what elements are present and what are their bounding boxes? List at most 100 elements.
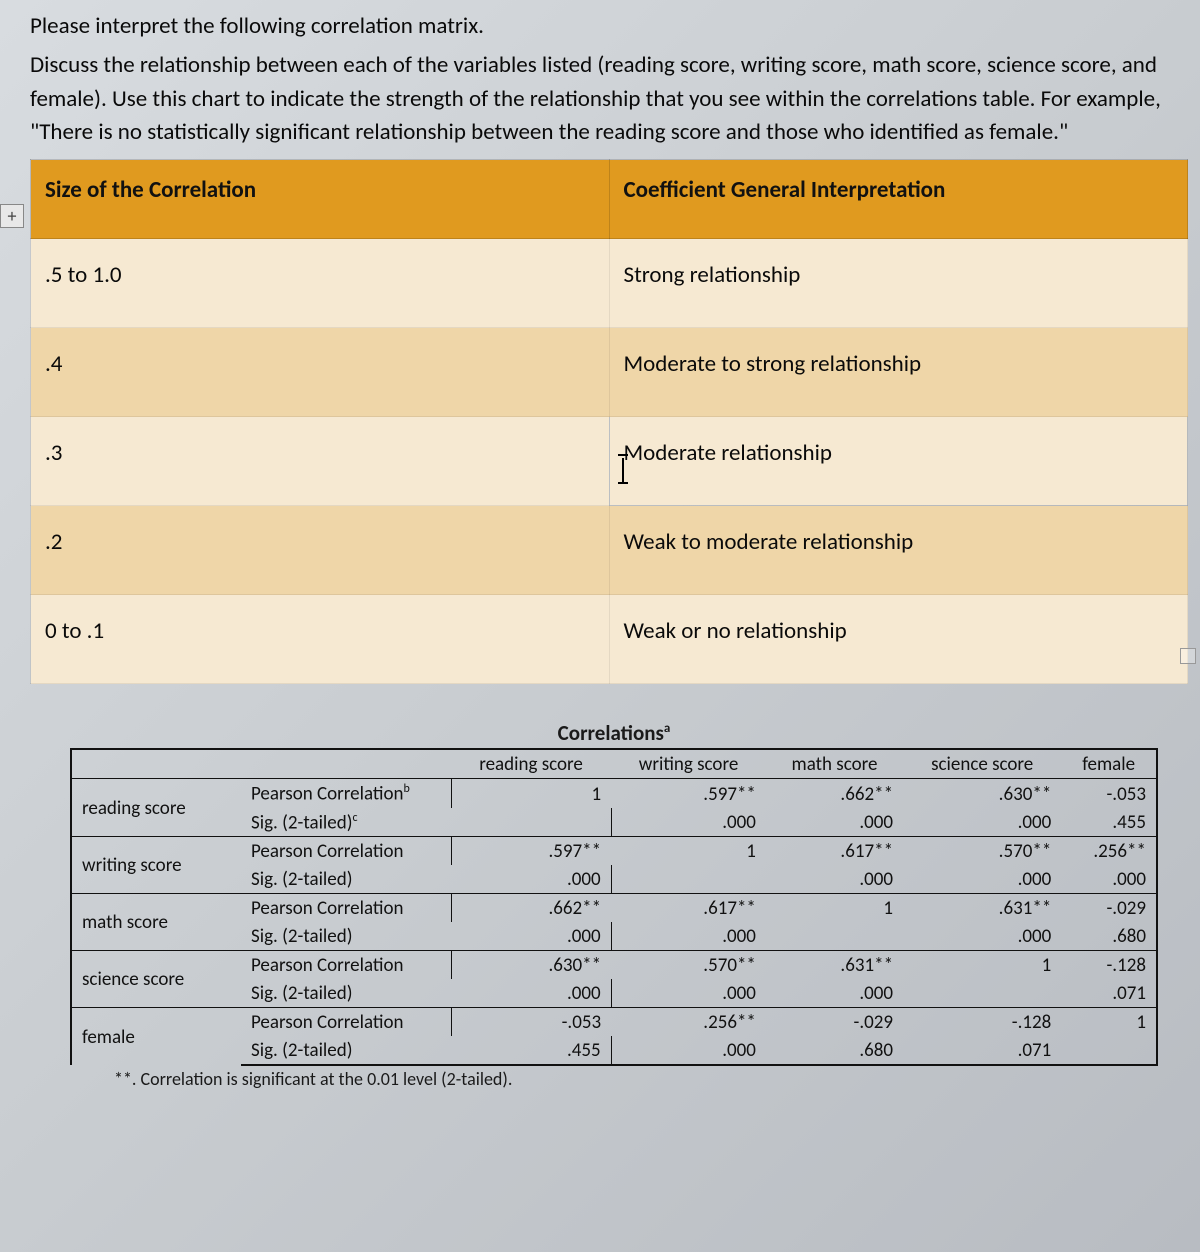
corr-value: .570** [611,951,766,980]
corr-var-name: math score [71,894,241,951]
interp-size-cell: .3 [31,417,610,506]
corr-value: -.128 [903,1008,1061,1037]
corr-value: .631** [766,951,903,980]
interp-size-cell: .5 to 1.0 [31,239,610,328]
corr-row-pearson: writing scorePearson Correlation.597**1.… [71,837,1157,866]
corr-col-header: math score [766,749,903,779]
corr-value: .000 [611,1036,766,1065]
ghost-checkbox [1180,648,1196,664]
corr-value: 1 [1061,1008,1157,1037]
corr-value: .256** [1061,837,1157,866]
interp-size-cell: .4 [31,328,610,417]
corr-value [903,979,1061,1008]
corr-value: .000 [451,922,611,951]
corr-value: 1 [611,837,766,866]
corr-value: -.128 [1061,951,1157,980]
corr-value [611,865,766,894]
corr-value: -.029 [1061,894,1157,923]
interp-row: .5 to 1.0Strong relationship [31,239,1188,328]
corr-value: .000 [903,865,1061,894]
instructions-block: Please interpret the following correlati… [30,10,1188,149]
interp-header-size: Size of the Correlation [31,160,610,239]
interp-row: 0 to .1Weak or no relationship [31,595,1188,684]
correlations-footnote: **. Correlation is significant at the 0.… [70,1068,1158,1090]
interp-desc-cell: Weak to moderate relationship [609,506,1188,595]
corr-value: .000 [451,979,611,1008]
corr-value: -.053 [451,1008,611,1037]
corr-value: .630** [451,951,611,980]
corr-blank-head-1 [71,749,241,779]
corr-row-pearson: math scorePearson Correlation.662**.617*… [71,894,1157,923]
expand-icon[interactable]: + [0,204,24,228]
corr-value: .680 [766,1036,903,1065]
corr-col-header: writing score [611,749,766,779]
corr-stat-label: Sig. (2-tailed) [241,979,451,1008]
interp-size-cell: .2 [31,506,610,595]
corr-value: .000 [611,979,766,1008]
corr-value: .071 [1061,979,1157,1008]
interp-row: .2Weak to moderate relationship [31,506,1188,595]
corr-row-pearson: science scorePearson Correlation.630**.5… [71,951,1157,980]
corr-value [451,808,611,837]
corr-value: .662** [451,894,611,923]
corr-stat-label: Pearson Correlation [241,894,451,923]
corr-var-name: female [71,1008,241,1066]
corr-row-pearson: reading scorePearson Correlationb1.597**… [71,779,1157,808]
corr-value: .455 [451,1036,611,1065]
corr-value: 1 [903,951,1061,980]
intro-paragraph: Discuss the relationship between each of… [30,49,1188,149]
interp-row: .3Moderate relationship [31,417,1188,506]
correlations-title: Correlationsa [70,720,1158,746]
corr-value: .000 [611,808,766,837]
corr-col-header: female [1061,749,1157,779]
corr-stat-label: Pearson Correlation [241,1008,451,1037]
corr-stat-label: Sig. (2-tailed) [241,865,451,894]
corr-value: .000 [766,979,903,1008]
corr-value: .597** [611,779,766,808]
corr-stat-label: Sig. (2-tailed)c [241,808,451,837]
interp-desc-cell: Moderate relationship [609,417,1188,506]
corr-value: 1 [766,894,903,923]
interp-desc-cell: Strong relationship [609,239,1188,328]
corr-value: .000 [1061,865,1157,894]
corr-var-name: writing score [71,837,241,894]
interp-size-cell: 0 to .1 [31,595,610,684]
interpretation-table: Size of the Correlation Coefficient Gene… [30,159,1188,684]
corr-stat-label: Pearson Correlationb [241,779,451,808]
corr-value: .631** [903,894,1061,923]
corr-value: .000 [766,808,903,837]
corr-stat-label: Sig. (2-tailed) [241,1036,451,1065]
interp-row: .4Moderate to strong relationship [31,328,1188,417]
corr-value: .000 [903,808,1061,837]
corr-var-name: reading score [71,779,241,837]
corr-value: .455 [1061,808,1157,837]
corr-value [766,922,903,951]
corr-value: .617** [611,894,766,923]
corr-value: .071 [903,1036,1061,1065]
intro-line1: Please interpret the following correlati… [30,10,1188,43]
corr-stat-label: Pearson Correlation [241,951,451,980]
corr-blank-head-2 [241,749,451,779]
interp-desc-cell: Moderate to strong relationship [609,328,1188,417]
corr-value: .630** [903,779,1061,808]
corr-value: .680 [1061,922,1157,951]
corr-col-header: science score [903,749,1061,779]
correlations-table: reading scorewriting scoremath scorescie… [70,748,1158,1066]
corr-value [1061,1036,1157,1065]
corr-value: .000 [451,865,611,894]
corr-value: -.053 [1061,779,1157,808]
corr-var-name: science score [71,951,241,1008]
corr-value: .000 [611,922,766,951]
corr-value: .597** [451,837,611,866]
corr-value: 1 [451,779,611,808]
corr-value: .617** [766,837,903,866]
corr-value: .256** [611,1008,766,1037]
corr-value: .000 [766,865,903,894]
corr-col-header: reading score [451,749,611,779]
interp-desc-cell: Weak or no relationship [609,595,1188,684]
corr-value: .000 [903,922,1061,951]
corr-row-pearson: femalePearson Correlation-.053.256**-.02… [71,1008,1157,1037]
corr-value: .570** [903,837,1061,866]
interp-header-coeff: Coefficient General Interpretation [609,160,1188,239]
corr-value: -.029 [766,1008,903,1037]
